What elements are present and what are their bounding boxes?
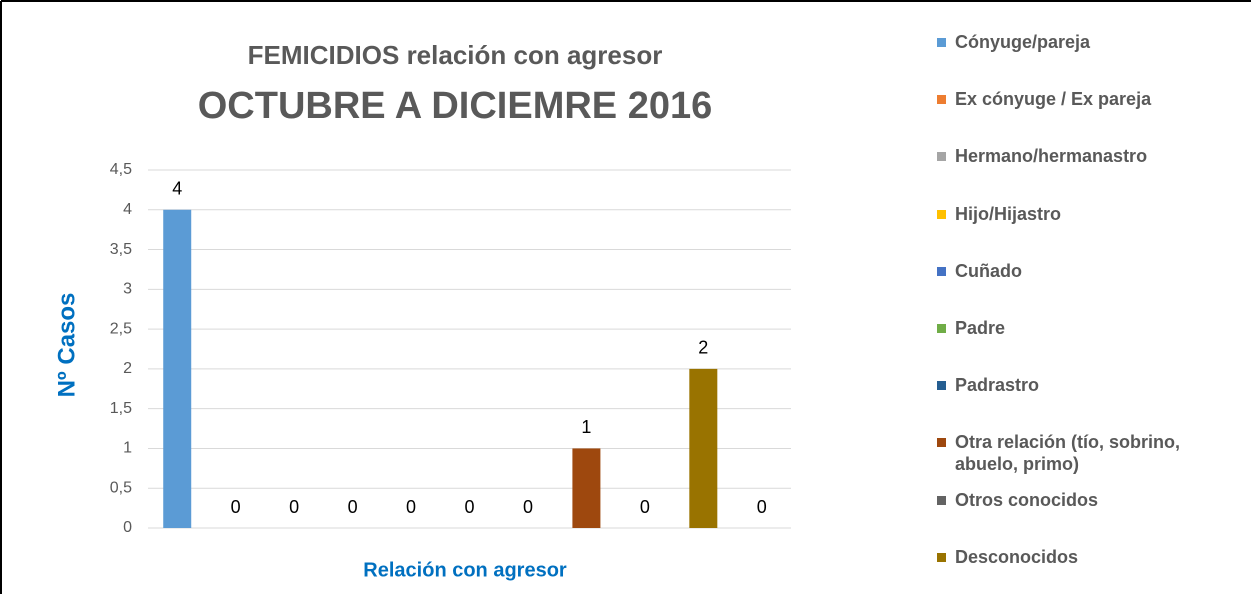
chart-subtitle: OCTUBRE A DICIEMRE 2016 [198,85,713,127]
legend-swatch [937,438,946,448]
data-label: 0 [757,497,767,517]
data-label: 0 [406,497,416,517]
y-tick-label: 4 [123,201,132,218]
legend-swatch [937,95,946,105]
bar [689,368,718,528]
x-axis-label: Relación con agresor [363,559,567,581]
y-tick-label: 2,5 [110,320,132,337]
y-tick-label: 2 [123,360,132,377]
chart-title: FEMICIDIOS relación con agresor [248,40,663,70]
y-tick-label: 4,5 [110,161,132,178]
legend-label: Desconocidos [955,546,1079,567]
data-label: 1 [581,417,591,437]
y-tick-label: 1,5 [110,400,132,417]
legend-label: Cónyuge/pareja [955,32,1091,52]
legend-label: Otros conocidos [955,489,1099,510]
bar [572,448,601,528]
legend-swatch [937,552,946,562]
y-tick-label: 3 [123,281,132,298]
y-axis-label: Nº Casos [53,293,80,398]
legend-swatch [937,495,946,505]
legend-label: Hermano/hermanastro [955,146,1148,167]
bar [163,209,192,528]
legend-label: Otra relación (tío, sobrino, abuelo, pri… [955,432,1181,475]
data-label: 4 [172,179,182,199]
y-tick-label: 3,5 [110,241,132,258]
y-tick-label: 0 [123,519,132,536]
legend-swatch [937,266,946,276]
legend-swatch [937,38,946,47]
data-label: 0 [464,497,474,517]
legend-label: Hijo/Hijastro [955,203,1062,224]
legend-swatch [937,209,946,219]
data-label: 0 [640,497,650,517]
legend-label: Padrastro [955,375,1040,396]
data-label: 2 [698,338,708,358]
legend-swatch [937,324,946,333]
data-label: 0 [523,497,533,517]
legend-label: Cuñado [955,260,1022,281]
legend-swatch [937,381,946,391]
data-label: 0 [231,497,241,517]
legend-label: Ex cónyuge / Ex pareja [955,89,1152,110]
data-label: 0 [348,497,358,517]
y-tick-label: 1 [123,440,132,457]
y-tick-label: 0,5 [110,479,132,496]
legend-label: Padre [955,318,1006,338]
legend-swatch [937,152,946,162]
data-label: 0 [289,497,299,517]
